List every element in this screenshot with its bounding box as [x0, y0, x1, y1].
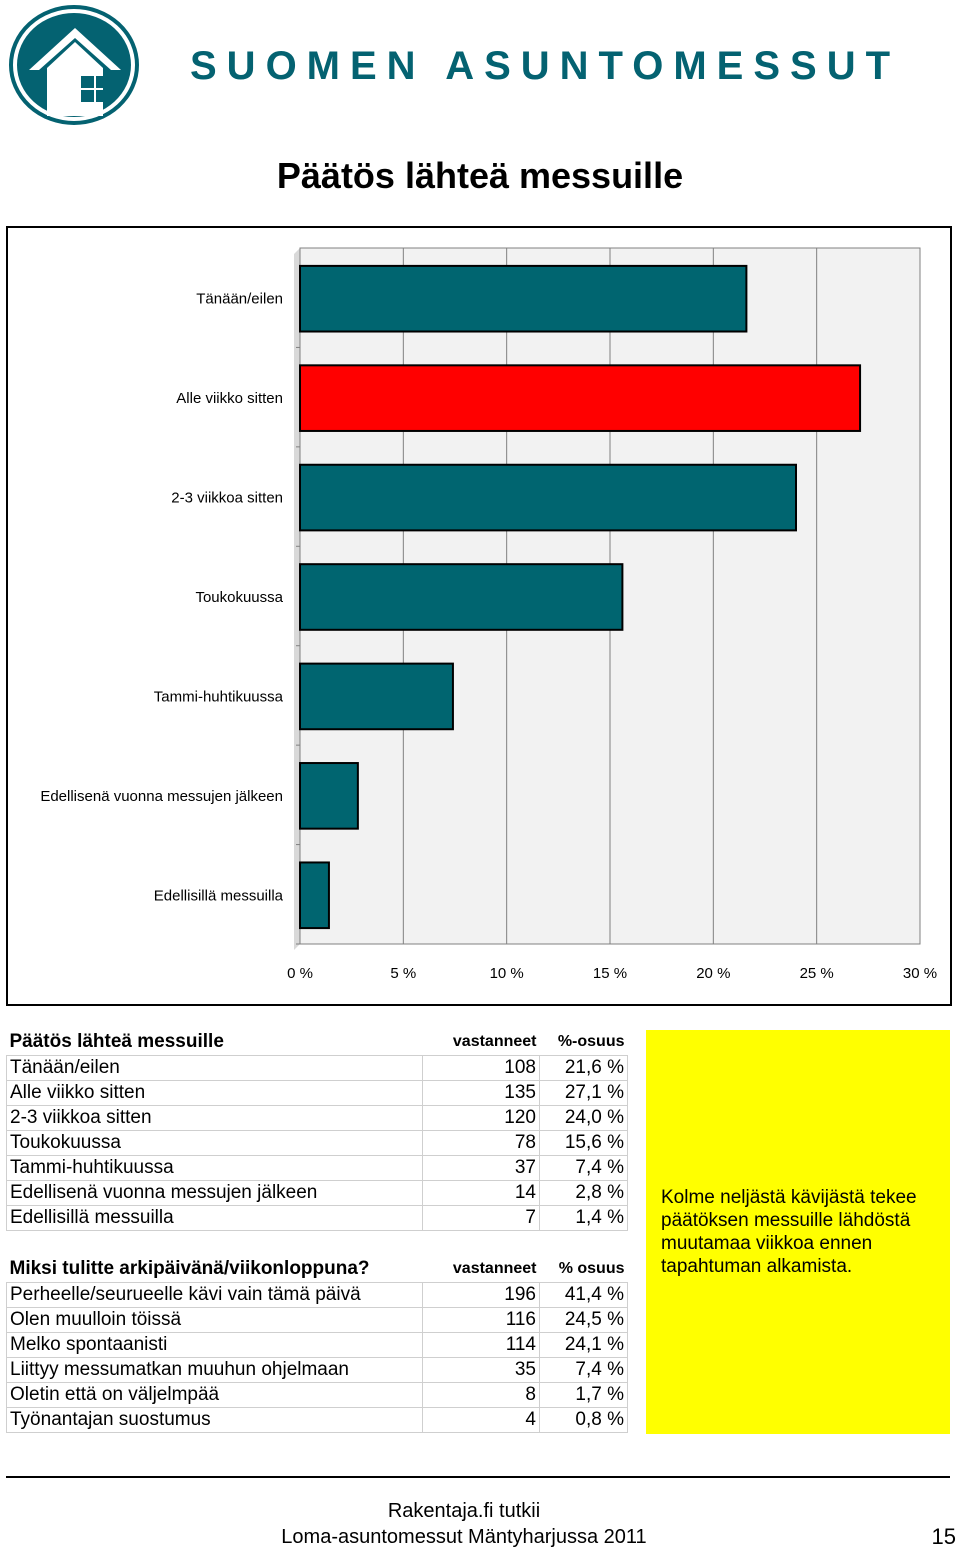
- row-label: Oletin että on väljelmpää: [6, 1382, 423, 1408]
- table-row: Alle viikko sitten 135 27,1 %: [6, 1080, 628, 1106]
- table-header-row: Miksi tulitte arkipäivänä/viikonloppuna?…: [7, 1256, 628, 1283]
- table-header-row: Päätös lähteä messuille vastanneet %-osu…: [7, 1029, 628, 1056]
- row-share: 15,6 %: [539, 1130, 628, 1156]
- row-share: 41,4 %: [539, 1282, 628, 1308]
- row-label: Tänään/eilen: [6, 1055, 423, 1081]
- table-row: Tänään/eilen 108 21,6 %: [6, 1055, 628, 1081]
- category-label: Edellisenä vuonna messujen jälkeen: [40, 788, 283, 805]
- bar: [299, 563, 624, 631]
- table-row: Edellisillä messuilla 7 1,4 %: [6, 1205, 628, 1231]
- bar: [299, 463, 797, 532]
- row-label: Tammi-huhtikuussa: [6, 1155, 423, 1181]
- row-share: 24,0 %: [539, 1105, 628, 1131]
- table-row: Tammi-huhtikuussa 37 7,4 %: [6, 1155, 628, 1181]
- x-tick-label: 20 %: [696, 965, 730, 982]
- row-label: Liittyy messumatkan muuhun ohjelmaan: [6, 1357, 423, 1383]
- row-label: Edellisenä vuonna messujen jälkeen: [6, 1180, 423, 1206]
- row-label: Alle viikko sitten: [6, 1080, 423, 1106]
- highlight-note: Kolme neljästä kävijästä tekee päätöksen…: [646, 1030, 950, 1434]
- row-label: Melko spontaanisti: [6, 1332, 423, 1358]
- footer-source: Rakentaja.fi tutkii: [387, 1500, 541, 1522]
- reason-table: Miksi tulitte arkipäivänä/viikonloppuna?…: [6, 1256, 628, 1433]
- house-logo-icon: [9, 5, 139, 125]
- table-row: Toukokuussa 78 15,6 %: [6, 1130, 628, 1156]
- column-header-count: vastanneet: [452, 1260, 537, 1277]
- table-row: Oletin että on väljelmpää 8 1,7 %: [6, 1382, 628, 1408]
- page-title: Päätös lähteä messuille: [276, 155, 684, 196]
- category-label: Toukokuussa: [195, 589, 283, 606]
- row-count: 14: [422, 1180, 540, 1206]
- table-row: 2-3 viikkoa sitten 120 24,0 %: [6, 1105, 628, 1131]
- row-share: 1,4 %: [539, 1205, 628, 1231]
- row-count: 4: [422, 1407, 540, 1433]
- x-tick-label: 5 %: [390, 965, 416, 982]
- bar: [299, 861, 330, 930]
- table-row: Olen muulloin töissä 116 24,5 %: [6, 1307, 628, 1333]
- column-header-share: %-osuus: [557, 1033, 625, 1050]
- row-label: Edellisillä messuilla: [6, 1205, 423, 1231]
- table-title: Päätös lähteä messuille: [9, 1031, 224, 1052]
- row-count: 78: [422, 1130, 540, 1156]
- row-share: 0,8 %: [539, 1407, 628, 1433]
- table-row: Liittyy messumatkan muuhun ohjelmaan 35 7,…: [6, 1357, 628, 1383]
- bar-chart: 0 % 5 % 10 % 15 % 20 % 25 % 30 % Tänään/eilen Al…: [6, 226, 952, 1006]
- row-share: 2,8 %: [539, 1180, 628, 1206]
- decision-table: Päätös lähteä messuille vastanneet %-osu…: [6, 1029, 628, 1231]
- footer-event: Loma-asuntomessut Mäntyharjussa 2011: [281, 1526, 647, 1548]
- table-row: Työnantajan suostumus 4 0,8 %: [6, 1407, 628, 1433]
- table-title: Miksi tulitte arkipäivänä/viikonloppuna?: [9, 1258, 370, 1279]
- row-count: 120: [422, 1105, 540, 1131]
- note-text: Kolme neljästä kävijästä tekee päätöksen…: [661, 1187, 917, 1277]
- row-share: 27,1 %: [539, 1080, 628, 1106]
- row-share: 7,4 %: [539, 1357, 628, 1383]
- table-row: Edellisenä vuonna messujen jälkeen 14 2,8 …: [6, 1180, 628, 1206]
- column-header-count: vastanneet: [452, 1033, 537, 1050]
- category-label: Edellisillä messuilla: [154, 887, 284, 904]
- row-label: Olen muulloin töissä: [6, 1307, 423, 1333]
- bar: [299, 264, 748, 333]
- bar: [299, 364, 862, 432]
- table-row: Melko spontaanisti 114 24,1 %: [6, 1332, 628, 1358]
- bar: [299, 662, 454, 731]
- footer-divider: [6, 1476, 950, 1478]
- x-tick-label: 0 %: [287, 965, 313, 982]
- x-tick-label: 10 %: [490, 965, 524, 982]
- bar-chart-svg: 0 % 5 % 10 % 15 % 20 % 25 % 30 % Tänään/eilen Al…: [40, 247, 937, 982]
- row-label: Perheelle/seurueelle kävi vain tämä päiv…: [6, 1282, 423, 1308]
- row-count: 116: [422, 1307, 540, 1333]
- plot-side-wall: [294, 248, 300, 950]
- row-label: 2-3 viikkoa sitten: [6, 1105, 423, 1131]
- x-tick-label: 30 %: [903, 965, 937, 982]
- row-count: 37: [422, 1155, 540, 1181]
- page-number: 15: [931, 1524, 956, 1549]
- row-share: 21,6 %: [539, 1055, 628, 1081]
- category-label: Tänään/eilen: [196, 291, 283, 308]
- row-count: 7: [422, 1205, 540, 1231]
- row-count: 196: [422, 1282, 540, 1308]
- row-count: 35: [422, 1357, 540, 1383]
- x-tick-label: 15 %: [593, 965, 627, 982]
- row-share: 1,7 %: [539, 1382, 628, 1408]
- row-share: 24,1 %: [539, 1332, 628, 1358]
- category-label: Alle viikko sitten: [176, 390, 283, 407]
- x-tick-label: 25 %: [800, 965, 834, 982]
- table-row: Perheelle/seurueelle kävi vain tämä päiv…: [6, 1282, 628, 1308]
- row-share: 24,5 %: [539, 1307, 628, 1333]
- row-count: 114: [422, 1332, 540, 1358]
- category-label: Tammi-huhtikuussa: [154, 688, 284, 705]
- bar: [299, 762, 359, 830]
- brand-name: SUOMEN ASUNTOMESSUT: [190, 44, 901, 88]
- row-share: 7,4 %: [539, 1155, 628, 1181]
- row-label: Työnantajan suostumus: [6, 1407, 423, 1433]
- row-count: 8: [422, 1382, 540, 1408]
- category-label: 2-3 viikkoa sitten: [171, 490, 283, 507]
- row-count: 108: [422, 1055, 540, 1081]
- column-header-share: % osuus: [558, 1260, 625, 1277]
- row-count: 135: [422, 1080, 540, 1106]
- row-label: Toukokuussa: [6, 1130, 423, 1156]
